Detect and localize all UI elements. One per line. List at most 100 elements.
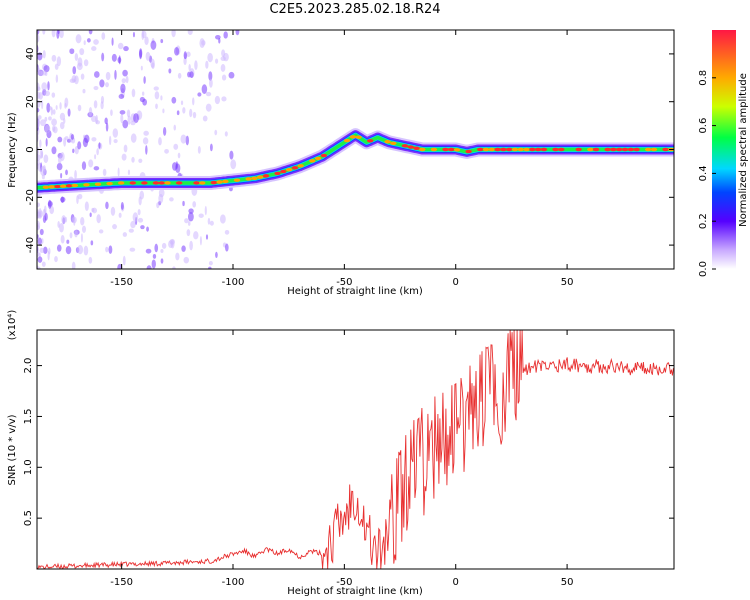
noise-speck xyxy=(205,91,212,97)
noise-speck xyxy=(171,96,177,104)
noise-speck xyxy=(59,223,64,233)
noise-speck xyxy=(139,190,145,200)
noise-speck xyxy=(39,149,44,159)
noise-speck xyxy=(59,30,64,39)
noise-speck xyxy=(43,205,47,214)
noise-speck xyxy=(220,64,226,72)
noise-speck xyxy=(40,166,46,177)
noise-speck xyxy=(76,62,83,71)
noise-speck xyxy=(139,96,145,103)
noise-speck xyxy=(127,115,131,125)
noise-speck xyxy=(205,103,212,112)
ridge-peak xyxy=(540,147,548,152)
spectrogram-panel: -150 -100 -50 0 50 -40 -20 0 20 40 Height of str… xyxy=(7,29,675,297)
noise-speck xyxy=(205,234,209,240)
noise-speck xyxy=(55,74,59,83)
noise-speck xyxy=(131,156,135,163)
spectrogram-x-tick-label: -100 xyxy=(222,277,245,288)
colorbar-tick-label: 0.2 xyxy=(698,213,709,229)
ridge-peak xyxy=(274,171,281,176)
ridge-peak xyxy=(575,147,582,152)
noise-speck xyxy=(132,31,135,38)
noise-speck xyxy=(197,92,202,97)
noise-speck xyxy=(120,201,124,210)
noise-speck xyxy=(98,229,104,234)
noise-speck xyxy=(51,118,57,126)
noise-speck xyxy=(208,266,212,269)
noise-speck xyxy=(221,74,227,81)
snr-x-tick-label: 0 xyxy=(453,577,459,588)
noise-speck xyxy=(208,71,213,81)
noise-speck xyxy=(88,159,94,168)
colorbar-tick-label: 0.0 xyxy=(698,261,709,277)
ridge-peak xyxy=(256,175,264,179)
noise-speck xyxy=(80,217,85,226)
noise-speck xyxy=(223,31,228,39)
ridge-peak xyxy=(106,181,113,186)
noise-speck xyxy=(140,225,145,230)
noise-speck xyxy=(111,37,114,46)
noise-speck xyxy=(105,246,109,253)
noise-speck xyxy=(146,265,152,269)
noise-speck xyxy=(91,46,97,52)
noise-speck xyxy=(183,51,187,60)
noise-speck xyxy=(42,50,46,59)
noise-speck xyxy=(99,79,105,88)
noise-speck xyxy=(105,122,109,132)
noise-speck xyxy=(101,32,106,40)
noise-speck xyxy=(69,48,75,55)
noise-speck xyxy=(43,246,48,255)
noise-speck xyxy=(177,72,182,79)
noise-speck xyxy=(82,137,89,148)
ridge-peak xyxy=(152,181,160,185)
ridge-peak xyxy=(627,147,634,152)
noise-speck xyxy=(152,253,157,259)
noise-speck xyxy=(71,261,76,269)
noise-speck xyxy=(60,196,66,203)
noise-speck xyxy=(164,148,169,154)
noise-speck xyxy=(215,58,219,64)
noise-speck xyxy=(146,226,149,232)
noise-speck xyxy=(205,60,209,69)
noise-speck xyxy=(93,71,100,78)
noise-speck xyxy=(182,200,185,207)
noise-speck xyxy=(235,30,240,36)
noise-speck xyxy=(141,91,145,96)
noise-speck xyxy=(214,95,221,105)
noise-speck xyxy=(153,86,159,91)
noise-speck xyxy=(168,68,172,74)
noise-speck xyxy=(112,128,119,138)
ridge-peak xyxy=(280,169,287,174)
noise-speck xyxy=(143,130,149,136)
ridge-peak xyxy=(164,181,171,185)
ridge-peak xyxy=(65,184,73,188)
noise-speck xyxy=(94,154,97,160)
noise-speck xyxy=(56,56,62,67)
noise-speck xyxy=(207,217,211,225)
noise-speck xyxy=(120,113,124,124)
noise-speck xyxy=(72,66,77,75)
noise-speck xyxy=(145,145,148,155)
ridge-peak xyxy=(71,183,79,188)
noise-speck xyxy=(77,193,83,200)
noise-speck xyxy=(145,51,151,61)
ridge-peak xyxy=(233,178,241,182)
spectrogram-y-tick-label: -20 xyxy=(25,189,36,205)
noise-speck xyxy=(63,117,66,124)
ridge-peak xyxy=(216,180,223,184)
noise-speck xyxy=(185,135,189,146)
noise-speck xyxy=(75,34,82,44)
noise-speck xyxy=(44,90,51,97)
noise-speck xyxy=(60,234,65,244)
ridge-peak xyxy=(349,135,357,139)
noise-speck xyxy=(221,49,226,57)
snr-frame xyxy=(36,329,675,570)
ridge-peak xyxy=(494,147,501,152)
noise-speck xyxy=(40,70,47,76)
spectrogram-x-tick-label: -50 xyxy=(336,277,352,288)
ridge-peak xyxy=(367,139,374,143)
noise-speck xyxy=(160,95,163,101)
noise-speck xyxy=(186,229,191,237)
noise-speck xyxy=(105,82,109,88)
noise-speck xyxy=(192,111,197,119)
